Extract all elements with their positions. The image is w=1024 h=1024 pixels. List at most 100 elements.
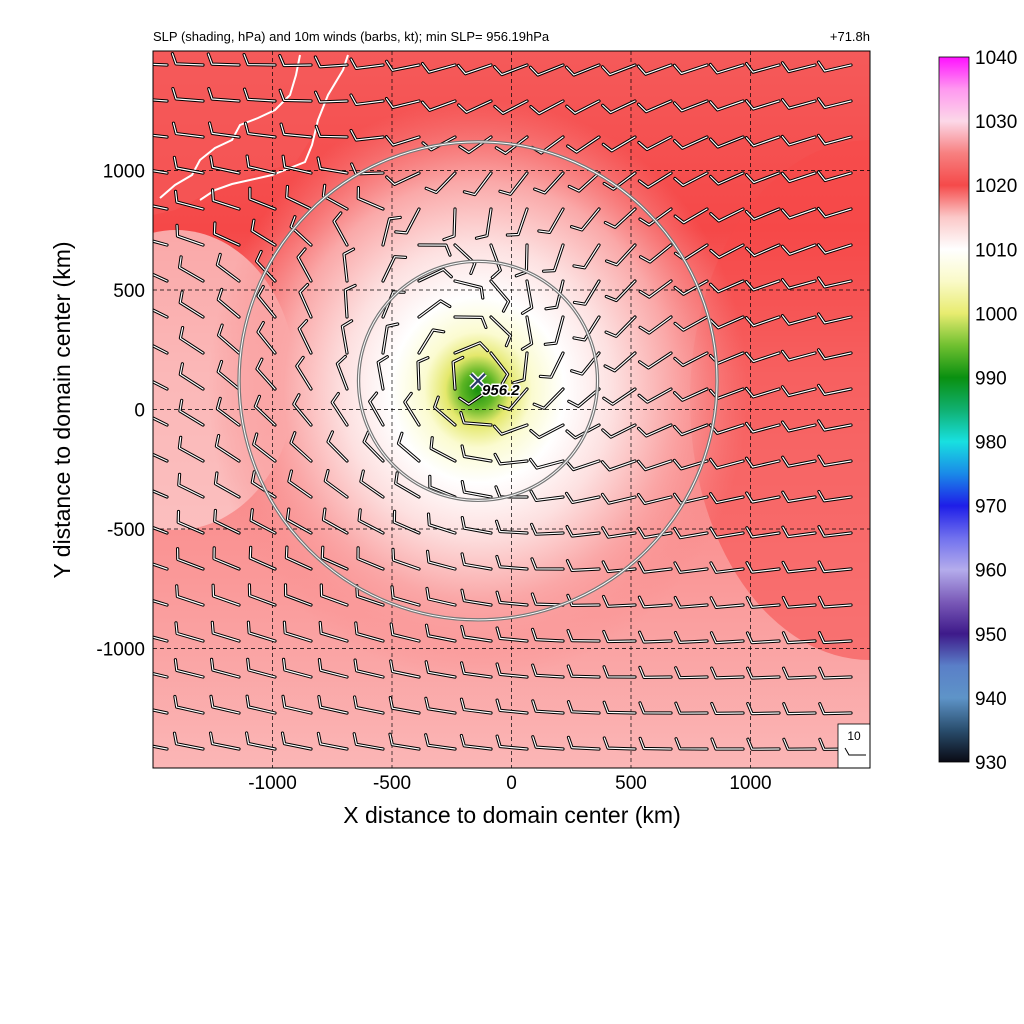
wind-barb-inner [285,546,312,570]
wind-barb-inner [781,315,816,325]
wind-barb-inner [377,356,388,390]
colorbar-tick-label: 1020 [975,176,1017,197]
high-pressure-east-shading [690,140,870,660]
wind-barb-inner [177,510,204,534]
wind-barb-inner [297,248,312,282]
wind-barb-inner [454,316,487,328]
wind-barb-inner [567,701,600,714]
wind-barb-inner [601,64,636,76]
wind-barb-inner [153,563,168,570]
wind-barb-inner [178,473,204,498]
wind-barb-inner [673,100,708,112]
wind-barb-inner [674,632,708,643]
wind-barb-inner [506,208,528,236]
wind-barb-inner [640,244,672,263]
wind-barb-inner [521,280,533,314]
x-tick-label: 500 [615,773,647,794]
wind-barb-inner [357,187,384,210]
wind-barb-inner [172,88,204,102]
wind-barb-inner [818,596,852,608]
wind-barb-inner [336,355,348,390]
wind-barb-inner [746,527,780,538]
wind-barb-inner [675,667,708,679]
wind-barb-inner [573,316,600,341]
wind-barb-inner [385,136,420,146]
wind-barb-inner [246,155,276,174]
wind-barb-inner [382,256,407,282]
wind-barb-inner [545,280,564,310]
wind-barb-inner [603,701,636,714]
wind-barb-inner [746,244,780,257]
wind-barb-inner [710,597,744,608]
wind-barb-inner [782,526,816,538]
wind-barb-inner [175,622,204,642]
wind-barb-inner [281,732,312,750]
wind-barb-inner [499,172,528,195]
wind-barb-inner [747,738,780,750]
wind-barb-inner [818,277,852,288]
wind-barb-inner [513,352,528,384]
wind-barb-inner [460,412,492,426]
wind-barb-inner [639,702,672,714]
wind-barb-inner [818,455,852,466]
wind-barb-inner [496,520,528,534]
wind-barb-inner [153,417,168,426]
wind-barb-inner [544,316,564,345]
wind-barb-inner [568,172,600,192]
x-tick-label: -500 [373,773,411,794]
wind-barb-inner [454,244,476,274]
wind-barb-inner [179,327,204,354]
reference-barb-label: 10 [847,729,861,743]
wind-barb-inner [390,623,420,642]
wind-barb-inner [216,397,240,426]
wind-barb-inner [747,703,780,715]
wind-barb-inner [566,492,600,503]
wind-barb-inner [817,171,852,182]
wind-barb-inner [461,589,492,606]
wind-barb-inner [425,624,456,642]
wind-barb-inner [710,316,744,329]
wind-barb-inner [529,458,564,469]
wind-barb-inner [602,136,636,152]
wind-barb-inner [532,700,564,714]
wind-barb-inner [293,394,312,426]
wind-barb-inner [248,584,276,606]
wind-barb-inner [782,456,816,467]
wind-barb-inner [746,632,780,644]
wind-barb-inner [533,388,564,409]
wind-barb-inner [210,732,240,750]
wind-barb-inner [638,596,672,608]
wind-barb-inner [322,508,348,534]
wind-barb-inner [490,280,510,312]
colorbar-tick-label: 1040 [975,48,1017,69]
wind-barb-inner [496,627,528,642]
wind-barb-inner [421,63,456,73]
wind-barb-inner [153,170,168,174]
wind-barb-inner [710,172,744,185]
wind-barb-inner [315,91,348,103]
wind-barb-inner [425,697,456,714]
wind-barb-inner [317,157,348,174]
plot-frame [152,50,871,769]
min-slp-label: 956.2 [482,382,520,399]
wind-barb-inner [279,89,312,102]
wind-barb-inner [745,457,780,468]
wind-barb-inner [673,424,708,436]
wind-barb-inner [215,435,240,462]
wind-barb-inner [247,658,276,678]
colorbar-tick-label: 1030 [975,112,1017,133]
x-tick-label: -1000 [248,773,297,794]
wind-barb-inner [639,316,672,334]
wind-barb-inner [710,208,744,222]
wind-barb-inner [320,584,348,606]
wind-barb-inner [425,172,456,193]
wind-barb-inner [817,207,852,218]
wind-barb-inner [674,136,708,149]
wind-barb-inner [710,280,744,293]
wind-barb-inner [354,696,384,714]
wind-barb-inner [674,280,708,295]
wind-barb-inner [177,548,204,570]
wind-barb-inner [781,244,816,255]
wind-barb-inner [783,703,816,715]
